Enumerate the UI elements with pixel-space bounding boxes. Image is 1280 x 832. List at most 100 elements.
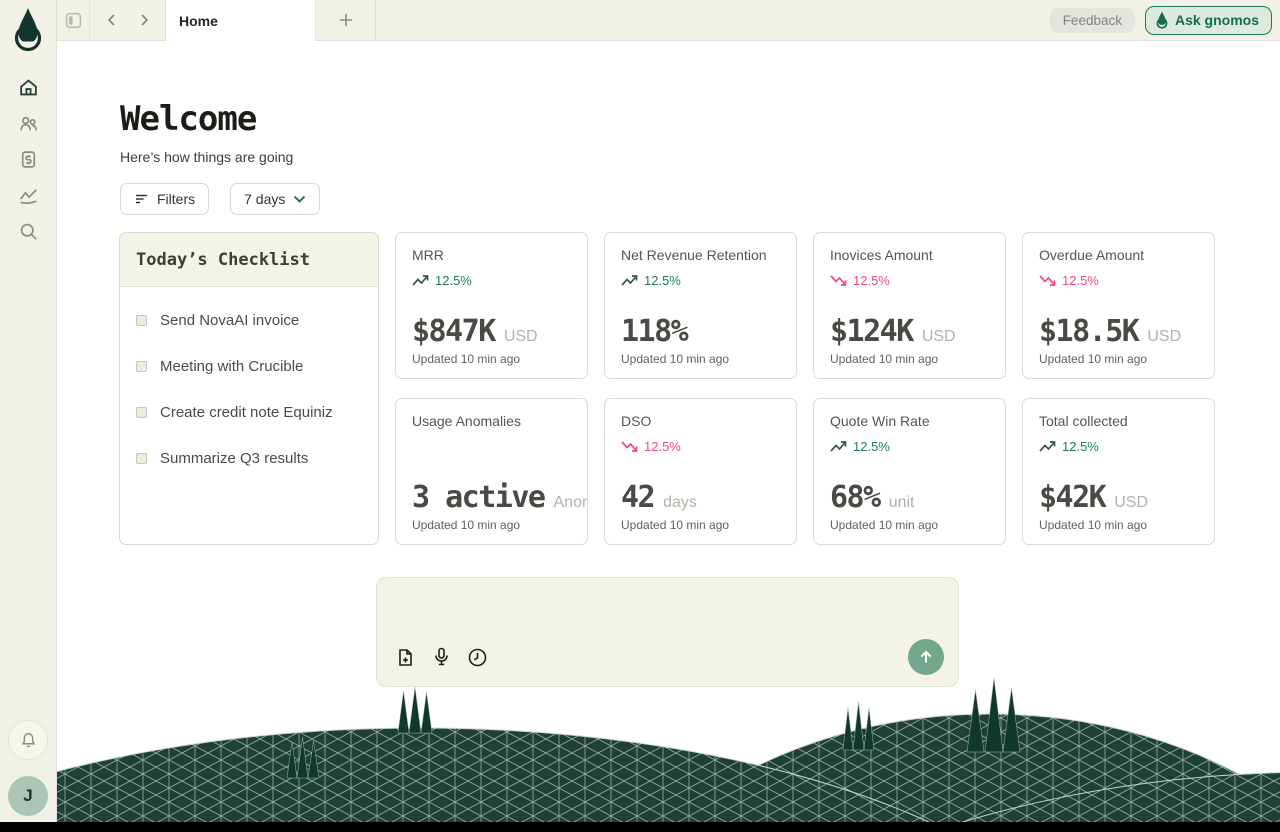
checklist-body: Send NovaAI invoice Meeting with Crucibl… [120,287,378,491]
kpi-updated: Updated 10 min ago [1039,518,1148,532]
kpi-title: Quote Win Rate [830,413,930,429]
sidebar-item-search[interactable] [13,220,43,242]
checklist-item[interactable]: Create credit note Equiniz [136,389,362,435]
trend-down-icon [1039,275,1056,286]
ask-gnomos-label: Ask gnomos [1174,12,1259,28]
landscape-illustration [0,677,1280,832]
app-logo-icon[interactable] [0,2,56,56]
analytics-icon [19,188,37,204]
attach-file-icon [398,648,412,666]
trend-up-icon [412,275,429,286]
kpi-updated: Updated 10 min ago [412,518,521,532]
date-range-value: 7 days [244,191,286,207]
kpi-card[interactable]: Quote Win Rate 12.5% 68% unit Updated 10… [813,398,1006,545]
gnomos-droplet-icon [1156,11,1168,29]
kpi-trend-value: 12.5% [435,273,472,288]
page-subtitle: Here’s how things are going [120,149,294,165]
sidebar-item-analytics[interactable] [13,184,43,206]
kpi-card[interactable]: Inovices Amount 12.5% $124K USD Updated … [813,232,1006,379]
kpi-card[interactable]: Total collected 12.5% $42K USD Updated 1… [1022,398,1215,545]
bottom-bar [0,822,1280,832]
back-icon[interactable] [105,13,119,27]
page-title: Welcome [120,99,257,139]
checklist-card: Today’s Checklist Send NovaAI invoice Me… [119,232,379,545]
microphone-icon [434,647,448,666]
kpi-title: Inovices Amount [830,247,933,263]
kpi-title: Net Revenue Retention [621,247,767,263]
kpi-trend-value: 12.5% [644,273,681,288]
checklist-item[interactable]: Send NovaAI invoice [136,297,362,343]
filter-icon [136,194,147,204]
checkbox[interactable] [136,314,147,326]
tab-bar-actions: Feedback Ask gnomos [1049,0,1280,40]
filters-label: Filters [157,191,196,207]
kpi-unit: USD [1114,494,1149,511]
chat-input[interactable] [393,588,942,642]
sidebar-item-home[interactable] [13,76,43,98]
trend-down-icon [830,275,847,286]
new-tab-button[interactable] [316,0,376,40]
notifications-button[interactable] [8,720,48,760]
sidebar-toggle-button[interactable] [57,0,90,40]
kpi-card[interactable]: Net Revenue Retention 12.5% 118% Updated… [604,232,797,379]
kpi-card[interactable]: Usage Anomalies 3 active Anomalies Updat… [395,398,588,545]
search-icon [20,223,37,240]
kpi-unit: USD [921,328,956,345]
kpi-updated: Updated 10 min ago [621,518,730,532]
checkbox[interactable] [136,406,147,418]
tab-bar: Home Feedback Ask gnomos [57,0,1280,41]
checkbox[interactable] [136,452,147,464]
microphone-button[interactable] [431,647,451,667]
history-button[interactable] [467,647,487,667]
kpi-trend-value: 12.5% [644,439,681,454]
checklist-item[interactable]: Meeting with Crucible [136,343,362,389]
kpi-card[interactable]: DSO 12.5% 42 days Updated 10 min ago [604,398,797,545]
chat-composer [376,577,959,687]
sidebar-item-customers[interactable] [13,112,43,134]
trend-up-icon [1039,441,1056,452]
ask-gnomos-button[interactable]: Ask gnomos [1144,5,1272,35]
hill-front [930,772,1280,832]
kpi-trend: 12.5% [830,439,989,454]
kpi-trend-value: 12.5% [853,273,890,288]
kpi-value: 3 active [412,480,546,515]
feedback-button[interactable]: Feedback [1049,7,1135,33]
kpi-unit: USD [503,328,538,345]
kpi-value: $18.5K [1039,314,1140,349]
kpi-trend: 12.5% [1039,439,1198,454]
attach-file-button[interactable] [395,647,415,667]
trend-up-icon [621,275,638,286]
send-button[interactable] [908,639,944,675]
checkbox[interactable] [136,360,147,372]
kpi-card[interactable]: Overdue Amount 12.5% $18.5K USD Updated … [1022,232,1215,379]
history-nav [90,0,166,40]
forward-icon[interactable] [137,13,151,27]
checklist-item-label: Summarize Q3 results [160,449,309,467]
home-icon [19,78,37,95]
composer-toolbar [395,639,944,675]
kpi-updated: Updated 10 min ago [830,518,939,532]
kpi-grid: MRR 12.5% $847K USD Updated 10 min ago N… [395,232,1215,545]
plus-icon [339,14,352,26]
kpi-trend: 12.5% [412,273,571,288]
tab-bar-spacer [376,0,1050,40]
tab-home[interactable]: Home [166,0,316,41]
kpi-title: Total collected [1039,413,1128,429]
filter-row: Filters 7 days [120,183,321,215]
checklist-item[interactable]: Summarize Q3 results [136,435,362,481]
kpi-value: $124K [830,314,914,349]
date-range-select[interactable]: 7 days [230,183,321,215]
kpi-title: Usage Anomalies [412,413,521,429]
send-icon [920,650,932,663]
filters-button[interactable]: Filters [120,183,210,215]
user-avatar[interactable]: J [8,776,48,816]
kpi-unit: USD [1147,328,1182,345]
checklist-title: Today’s Checklist [120,233,378,287]
panel-toggle-icon [65,12,81,28]
kpi-card[interactable]: MRR 12.5% $847K USD Updated 10 min ago [395,232,588,379]
kpi-value: $42K [1039,480,1107,515]
sidebar-item-invoices[interactable] [13,148,43,170]
kpi-unit: Anomalies [553,494,588,511]
customers-icon [19,116,37,130]
